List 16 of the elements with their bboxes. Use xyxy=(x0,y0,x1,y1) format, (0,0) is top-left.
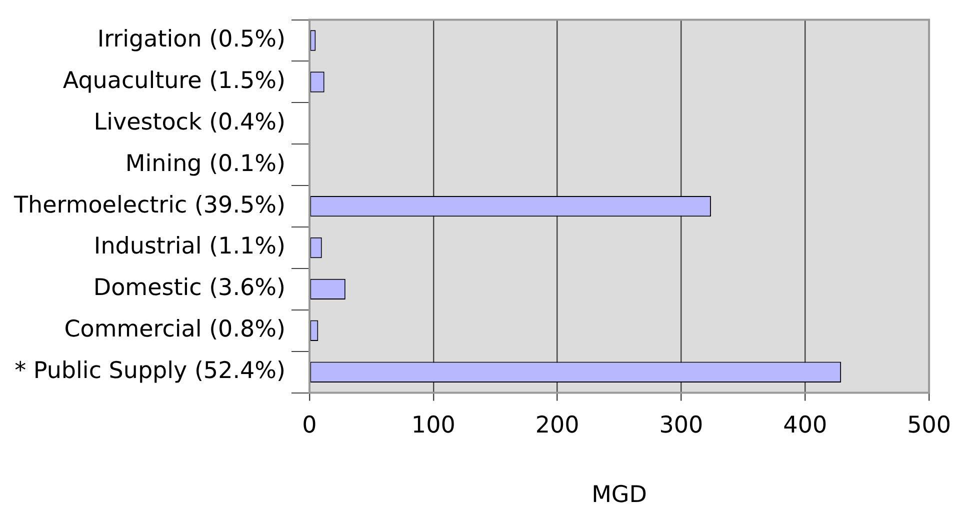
x-tick-label: 400 xyxy=(783,412,828,439)
y-tick-label: Industrial (1.1%) xyxy=(94,234,286,260)
y-tick-label: Domestic (3.6%) xyxy=(93,275,286,302)
y-tick-label: Commercial (0.8%) xyxy=(64,316,286,343)
y-tick-label: * Public Supply (52.4%) xyxy=(14,358,286,384)
y-tick-label: Thermoelectric (39.5%) xyxy=(12,192,286,218)
x-axis-title: MGD xyxy=(592,482,647,508)
x-tick-label: 300 xyxy=(659,412,704,439)
x-tick-label: 0 xyxy=(302,412,317,439)
y-tick-label: Irrigation (0.5%) xyxy=(97,26,286,52)
y-tick-label: Livestock (0.4%) xyxy=(94,109,286,136)
x-tick-label: 100 xyxy=(411,412,456,439)
y-tick-label: Mining (0.1%) xyxy=(125,150,286,177)
y-tick-label: Aquaculture (1.5%) xyxy=(62,68,286,94)
x-tick-label: 500 xyxy=(907,412,952,439)
x-tick-label: 200 xyxy=(535,412,580,439)
